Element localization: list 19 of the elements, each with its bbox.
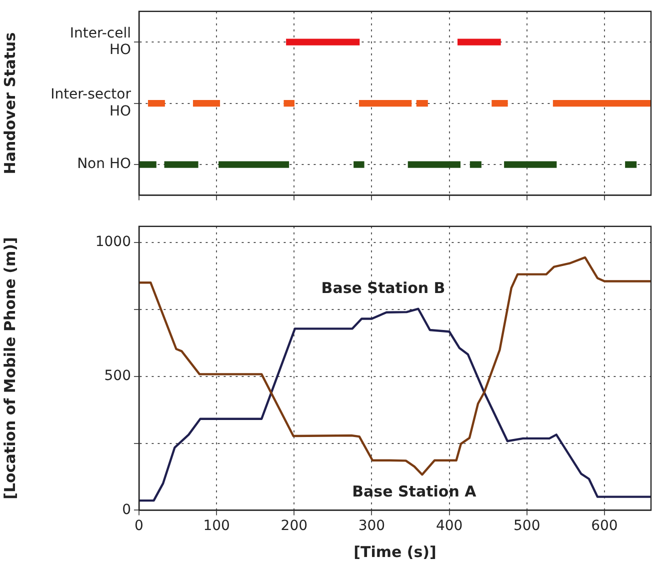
y-tick-label: Inter-cell HO	[70, 25, 131, 58]
y-tick-label: Non HO	[77, 156, 131, 172]
x-axis-title: [Time (s)]	[354, 542, 436, 561]
y-tick-label: 0	[122, 502, 131, 518]
y-axis-title: [Location of Mobile Phone (m)]	[0, 237, 19, 500]
x-tick-label: 600	[591, 518, 618, 534]
y-tick-label: Inter-sector HO	[50, 86, 132, 120]
y-tick-label: 1000	[95, 234, 131, 250]
x-tick-label: 500	[514, 518, 540, 534]
y-axis-title: Handover Status	[0, 32, 19, 174]
series-label: Base Station B	[321, 278, 446, 297]
x-tick-label: 0	[134, 518, 144, 534]
y-tick-label: 500	[104, 368, 131, 384]
bar	[625, 161, 637, 168]
x-tick-label: 200	[280, 518, 308, 534]
series-label: Base Station A	[352, 482, 477, 500]
x-tick-label: 100	[203, 518, 230, 534]
x-tick-label: 300	[358, 518, 386, 534]
x-tick-label: 400	[436, 518, 463, 534]
